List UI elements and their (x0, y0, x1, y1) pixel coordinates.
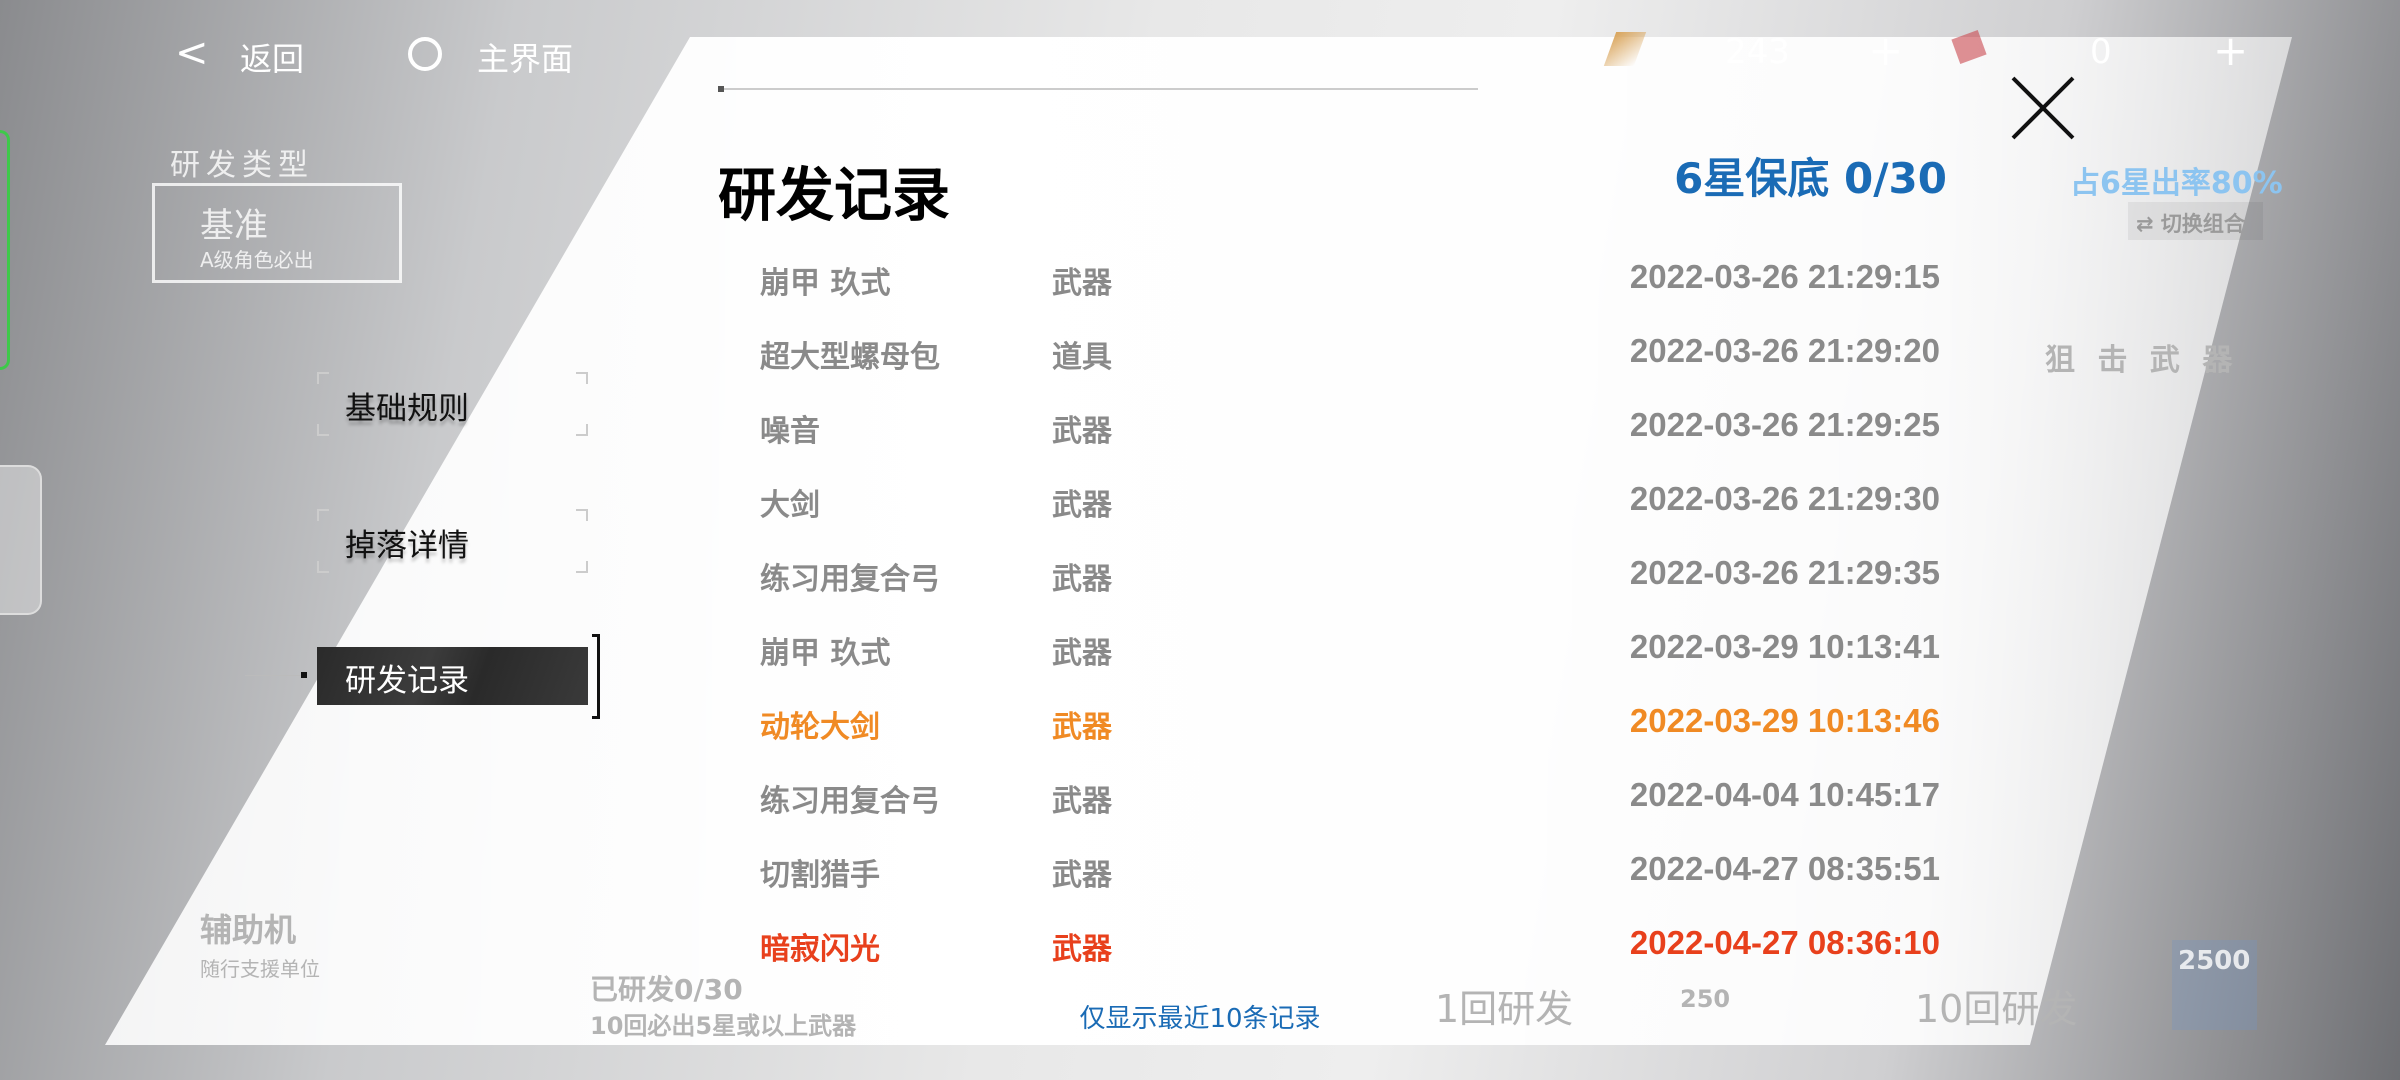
category-label: 狙 击 武 器 (2045, 343, 2239, 378)
record-date: 2022-04-04 10:45:17 (1629, 776, 1940, 813)
record-name: 超大型螺母包 (760, 340, 940, 375)
banner-desc: A级角色必出 (200, 248, 314, 272)
side-tab-active[interactable] (0, 130, 10, 370)
record-name: 大剑 (760, 488, 820, 523)
menu-item-label: 研发记录 (345, 663, 469, 699)
currency-1-add-button[interactable]: + (1868, 26, 1904, 75)
record-name: 动轮大剑 (760, 710, 880, 745)
dialog-title: 研发记录 (718, 161, 951, 229)
record-row: 大剑 武器 2022-03-26 21:29:30 (760, 480, 1940, 523)
banner-name: 基准 (200, 206, 268, 246)
active-bracket (592, 634, 600, 719)
divider-dot (718, 86, 724, 92)
record-date: 2022-03-26 21:29:35 (1629, 554, 1940, 591)
record-type: 武器 (1052, 488, 1112, 523)
gacha-type-label: 研发类型 (170, 148, 314, 183)
record-date: 2022-03-26 21:29:15 (1629, 258, 1940, 295)
currency-2-value: 0 (2090, 32, 2112, 72)
record-type: 武器 (1052, 266, 1112, 301)
record-name: 噪音 (760, 414, 820, 449)
record-type: 武器 (1052, 414, 1112, 449)
back-button[interactable]: 返回 (240, 40, 305, 78)
record-row: 暗寂闪光 武器 2022-04-27 08:36:10 (760, 924, 1940, 967)
record-name: 切割猎手 (760, 858, 880, 893)
record-date: 2022-03-26 21:29:20 (1629, 332, 1940, 369)
banner-card[interactable]: 基准 A级角色必出 (152, 183, 402, 283)
record-name: 崩甲 玖式 (760, 636, 891, 671)
menu-connector-dot (301, 672, 307, 678)
side-tab[interactable] (0, 465, 42, 615)
switch-label: 切换组合 (2160, 212, 2245, 236)
swap-icon: ⇄ (2136, 212, 2161, 236)
record-type: 道具 (1052, 340, 1112, 375)
menu-item-basic-rules[interactable]: 基础规则 (317, 372, 588, 436)
record-type: 武器 (1052, 932, 1112, 967)
aux-desc: 随行支援单位 (200, 957, 320, 981)
close-icon[interactable] (2010, 75, 2076, 141)
record-row: 噪音 武器 2022-03-26 21:29:25 (760, 406, 1940, 449)
record-date: 2022-03-26 21:29:30 (1629, 480, 1940, 517)
record-row: 崩甲 玖式 武器 2022-03-29 10:13:41 (760, 628, 1940, 671)
back-chevron-icon[interactable]: < (175, 30, 209, 76)
home-button[interactable]: 主界面 (477, 40, 574, 78)
record-name: 练习用复合弓 (760, 562, 940, 597)
record-date: 2022-03-29 10:13:46 (1629, 702, 1940, 739)
record-type: 武器 (1052, 636, 1112, 671)
record-date: 2022-04-27 08:36:10 (1629, 924, 1940, 961)
menu-connector-line (245, 675, 305, 676)
record-row: 切割猎手 武器 2022-04-27 08:35:51 (760, 850, 1940, 893)
record-row: 练习用复合弓 武器 2022-03-26 21:29:35 (760, 554, 1940, 597)
home-circle-icon[interactable] (408, 37, 442, 71)
currency-2-add-button[interactable]: + (2213, 26, 2249, 75)
record-row: 超大型螺母包 道具 2022-03-26 21:29:20 (760, 332, 1940, 375)
record-type: 武器 (1052, 858, 1112, 893)
rate-label: 占6星出率80% (2070, 166, 2283, 201)
aux-label: 辅助机 (200, 911, 297, 949)
record-row: 动轮大剑 武器 2022-03-29 10:13:46 (760, 702, 1940, 745)
record-row: 崩甲 玖式 武器 2022-03-26 21:29:15 (760, 258, 1940, 301)
divider (718, 88, 1478, 90)
pull-10-button[interactable]: 10回研发 (1915, 987, 2078, 1031)
record-type: 武器 (1052, 562, 1112, 597)
record-date: 2022-04-27 08:35:51 (1629, 850, 1940, 887)
menu-item-label: 基础规则 (345, 391, 469, 427)
switch-combo-button[interactable]: ⇄ 切换组合 (2128, 202, 2263, 240)
pull-1-cost: 250 (1680, 985, 1731, 1013)
record-date: 2022-03-26 21:29:25 (1629, 406, 1940, 443)
record-type: 武器 (1052, 710, 1112, 745)
pull-10-cost: 2500 (2178, 946, 2251, 976)
guarantee-hint: 10回必出5星或以上武器 (590, 1012, 857, 1040)
record-name: 崩甲 玖式 (760, 266, 891, 301)
pull-10-cost-badge: 2500 (2172, 940, 2257, 1030)
record-name: 练习用复合弓 (760, 784, 940, 819)
record-date: 2022-03-29 10:13:41 (1629, 628, 1940, 665)
currency-1-value: 243 (1725, 32, 1790, 72)
pity-hint: 已研发0/30 (590, 973, 743, 1006)
record-row: 练习用复合弓 武器 2022-04-04 10:45:17 (760, 776, 1940, 819)
pity-counter: 6星保底 0/30 (1674, 154, 1947, 203)
pull-1-button[interactable]: 1回研发 (1435, 987, 1574, 1031)
menu-item-records[interactable]: 研发记录 (317, 647, 588, 705)
record-type: 武器 (1052, 784, 1112, 819)
menu-item-label: 掉落详情 (345, 528, 469, 564)
record-name: 暗寂闪光 (760, 932, 880, 967)
menu-item-drop-details[interactable]: 掉落详情 (317, 509, 588, 573)
